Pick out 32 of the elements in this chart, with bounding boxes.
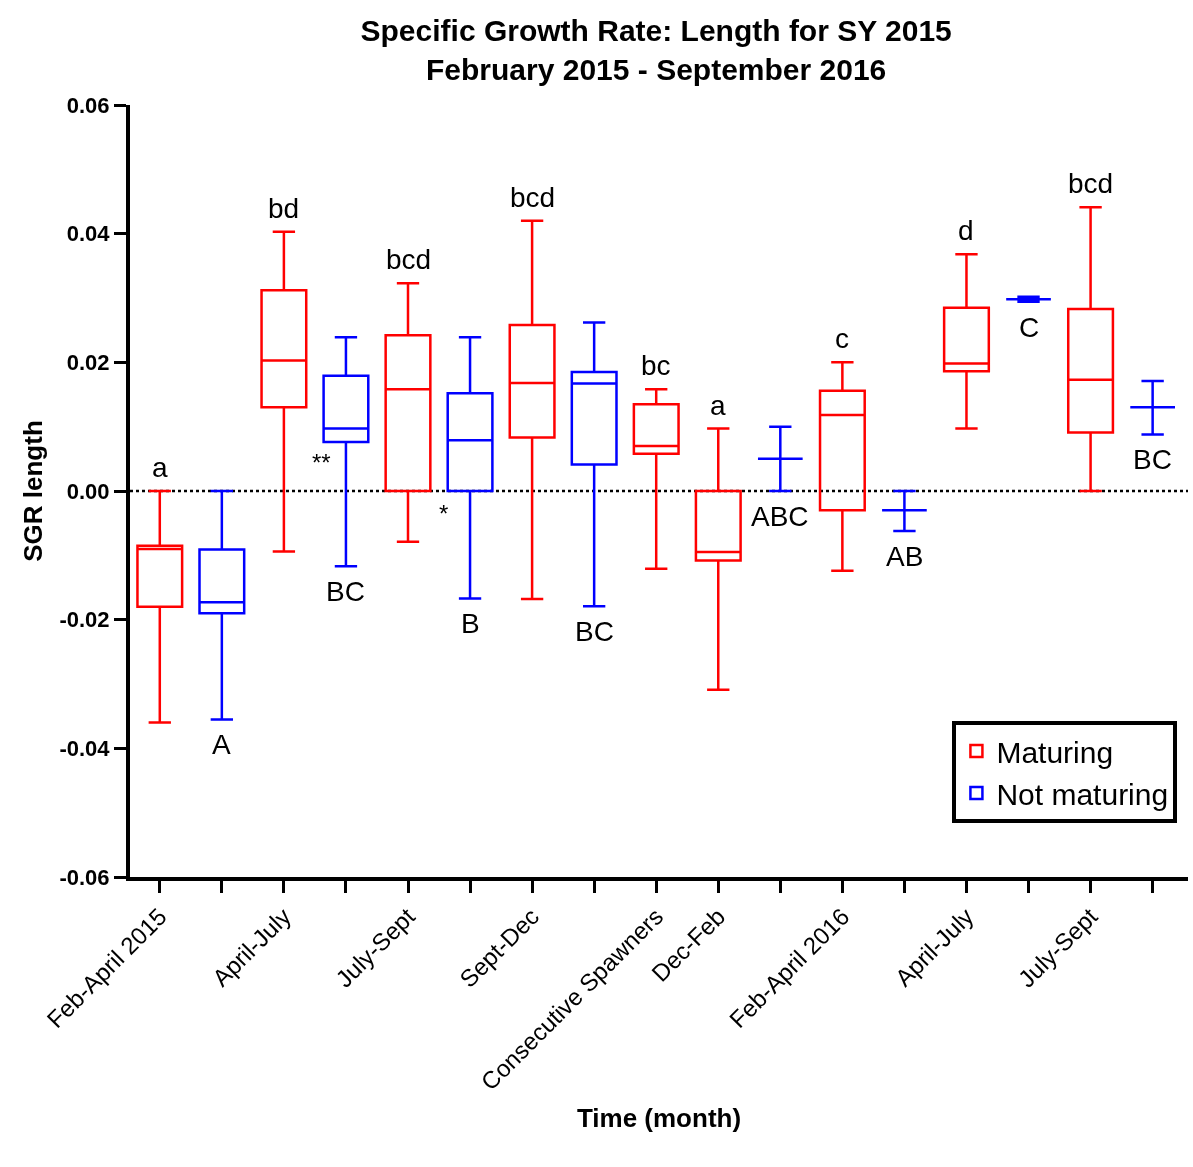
text: ABC [751, 501, 809, 532]
text: a [152, 452, 168, 483]
text: bcd [510, 182, 556, 213]
y-tick-label: -0.02 [59, 607, 110, 633]
text: c [835, 323, 849, 354]
text: bc [641, 350, 671, 381]
y-tick-label: 0.04 [66, 221, 111, 247]
y-tick-label: 0.06 [66, 92, 110, 118]
y-tick-label: 0.00 [66, 478, 110, 504]
text: bd [268, 193, 300, 224]
y-axis-title: SGR length [18, 420, 49, 562]
annotation: ** [312, 449, 331, 476]
text: bcd [386, 244, 432, 275]
text: d [958, 215, 974, 246]
y-tick-label: 0.02 [66, 350, 110, 376]
text: bcd [1068, 168, 1114, 199]
text: A [212, 729, 231, 760]
y-tick-label: -0.04 [59, 736, 111, 762]
legend-label: Maturing [996, 735, 1114, 769]
text: B [461, 608, 480, 639]
y-tick-label: -0.06 [59, 864, 110, 890]
text: BC [326, 576, 365, 607]
legend-label: Not maturing [996, 777, 1169, 811]
text: BC [575, 616, 614, 647]
text: C [1019, 312, 1040, 343]
text: AB [886, 541, 924, 572]
annotation: * [439, 500, 449, 527]
text: BC [1133, 444, 1172, 475]
x-axis-title: Time (month) [576, 1102, 742, 1133]
chart-subtitle: February 2015 - September 2016 [426, 52, 887, 86]
text: a [710, 390, 726, 421]
chart-title: Specific Growth Rate: Length for SY 2015 [360, 13, 952, 47]
